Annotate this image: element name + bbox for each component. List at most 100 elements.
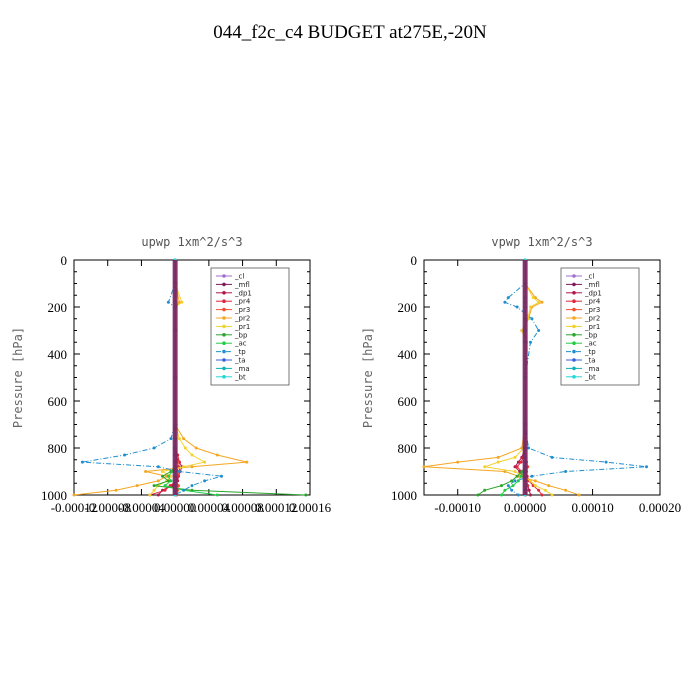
data-point <box>515 465 519 469</box>
data-point <box>215 493 219 497</box>
data-point <box>114 488 118 492</box>
x-tick-label: 0.00016 <box>289 500 332 515</box>
data-point <box>513 455 517 459</box>
y-tick-label: 800 <box>398 441 418 456</box>
data-point <box>530 474 534 478</box>
y-axis-label: Pressure [hPa] <box>361 327 375 428</box>
data-point <box>513 465 517 469</box>
data-point <box>564 470 568 473</box>
data-point <box>177 470 181 473</box>
y-tick-label: 1000 <box>391 488 417 503</box>
legend: _cl_mfl_dp1_pr4_pr3_pr2_pr1_bp_ac_tp_ta_… <box>210 267 290 386</box>
legend-item: _pr2 <box>216 315 250 323</box>
data-point <box>513 479 517 483</box>
data-point <box>537 300 541 304</box>
legend-item: _dp1 <box>216 289 252 297</box>
data-point <box>503 488 507 492</box>
data-point <box>513 470 517 473</box>
legend-label: _tp <box>584 348 596 356</box>
data-point <box>543 488 547 492</box>
data-point <box>540 300 544 304</box>
data-point <box>550 493 554 497</box>
x-tick-label: 0.00000 <box>504 500 546 515</box>
x-tick-label: -0.00010 <box>434 500 481 515</box>
data-point <box>529 493 532 497</box>
legend-item: _pr2 <box>566 315 600 323</box>
legend-marker <box>222 358 226 362</box>
data-point <box>163 488 167 492</box>
y-tick-label: 1000 <box>41 488 67 503</box>
legend-label: _pr1 <box>584 323 600 331</box>
legend-item: _mfl <box>216 281 250 289</box>
series-line <box>504 260 647 496</box>
data-point <box>529 340 532 344</box>
legend-marker <box>572 282 576 287</box>
data-point <box>510 479 514 483</box>
data-point <box>166 300 170 304</box>
data-point <box>203 460 207 464</box>
legend-label: _pr2 <box>584 315 600 323</box>
legend-label: _pr1 <box>234 323 250 331</box>
data-point <box>161 470 164 473</box>
legend-marker <box>572 324 576 329</box>
data-point <box>547 484 551 488</box>
data-point <box>152 488 156 492</box>
data-point <box>304 493 308 497</box>
x-tick-label: 0.00000 <box>154 500 196 515</box>
data-point <box>529 305 532 309</box>
data-point <box>503 300 507 304</box>
y-tick-label: 0 <box>61 253 68 268</box>
legend-item: _ta <box>566 357 596 365</box>
data-point <box>183 446 187 450</box>
legend-marker <box>572 366 576 371</box>
data-point <box>564 488 568 492</box>
data-point <box>527 446 530 450</box>
legend-marker <box>222 366 226 371</box>
data-point <box>169 479 173 483</box>
series-line <box>484 260 553 496</box>
data-point <box>530 317 534 321</box>
legend-item: _ac <box>566 340 597 348</box>
y-tick-label: 400 <box>48 347 68 362</box>
legend-marker <box>222 282 226 287</box>
legend-marker <box>572 375 576 379</box>
data-point <box>533 484 537 488</box>
data-point <box>500 484 503 488</box>
data-point <box>177 484 180 488</box>
data-point <box>194 446 198 450</box>
legend-label: _ac <box>584 340 597 348</box>
legend-item: _ma <box>216 365 250 373</box>
data-point <box>169 437 173 441</box>
legend-marker <box>222 324 226 329</box>
y-tick-label: 600 <box>398 394 418 409</box>
x-tick-label: 0.00004 <box>188 500 231 515</box>
legend-item: _bt <box>216 373 246 381</box>
legend-marker <box>572 299 576 304</box>
legend-label: _pr4 <box>584 298 601 306</box>
legend-label: _ma <box>234 365 250 373</box>
data-point <box>531 296 535 300</box>
legend-marker <box>572 333 576 337</box>
legend-label: _bt <box>234 373 246 381</box>
legend-label: _bp <box>234 331 248 339</box>
legend-marker <box>222 375 226 379</box>
data-point <box>496 460 500 464</box>
panel-title: vpwp 1xm^2/s^3 <box>491 235 592 249</box>
data-point <box>177 437 181 441</box>
data-point <box>190 465 194 469</box>
data-point <box>182 437 186 441</box>
legend-label: _ta <box>234 357 246 365</box>
series-line <box>423 260 580 496</box>
data-point <box>72 493 76 497</box>
legend-item: _tp <box>566 348 596 356</box>
data-point <box>456 460 460 464</box>
y-tick-label: 0 <box>411 253 418 268</box>
series-line <box>477 260 526 496</box>
legend-marker <box>222 291 226 295</box>
legend-item: _pr4 <box>566 298 601 306</box>
legend-item: _dp1 <box>566 289 602 297</box>
data-point <box>519 474 523 478</box>
legend-label: _cl <box>234 273 244 281</box>
legend-label: _pr4 <box>234 298 251 306</box>
data-point <box>503 470 507 473</box>
